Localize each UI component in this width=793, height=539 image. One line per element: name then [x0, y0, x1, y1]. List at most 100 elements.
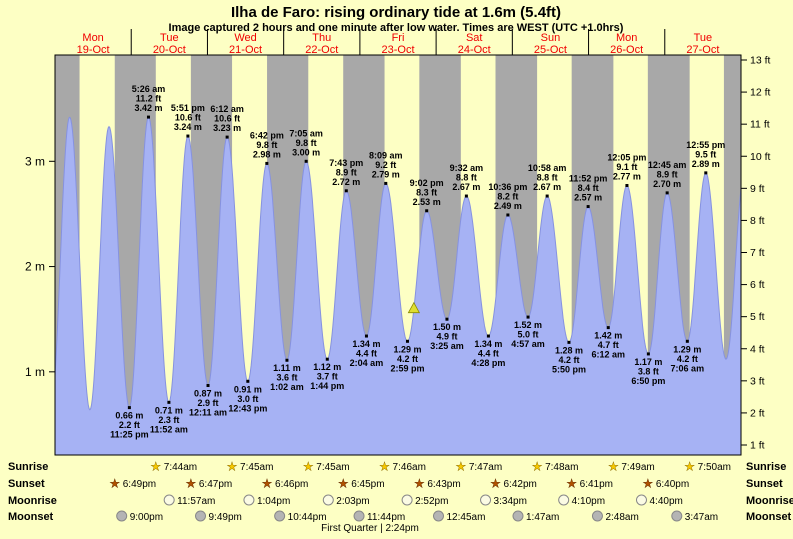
tide-high-label: 11:52 pm — [569, 174, 608, 184]
tide-low-label: 0.91 m — [234, 384, 262, 394]
date-label-date: 19-Oct — [77, 44, 110, 56]
row-label-left-moonset: Moonset — [8, 511, 54, 523]
sunrise-time: 7:49am — [621, 462, 654, 473]
tide-low-label: 6:12 am — [591, 350, 625, 360]
moonset-time: 9:49pm — [209, 512, 242, 523]
tide-low-label: 3.8 ft — [638, 366, 659, 376]
tide-high-label: 3.23 m — [213, 123, 241, 133]
date-label-day: Mon — [616, 32, 637, 44]
right-axis-label: 3 ft — [750, 375, 765, 387]
sunrise-star-icon: ★ — [150, 460, 161, 474]
tide-high-label: 8.2 ft — [497, 191, 518, 201]
tide-high-label: 2.70 m — [653, 179, 681, 189]
high-tide-dot — [625, 184, 629, 188]
tide-low-label: 1:02 am — [270, 382, 304, 392]
tide-high-label: 9.8 ft — [256, 140, 277, 150]
low-tide-dot — [646, 352, 650, 356]
sunrise-time: 7:47am — [469, 462, 502, 473]
tide-high-label: 3.42 m — [134, 103, 162, 113]
tide-low-label: 5:50 pm — [552, 364, 586, 374]
sunrise-time: 7:48am — [545, 462, 578, 473]
tide-low-label: 1.50 m — [433, 322, 461, 332]
tide-high-label: 9.8 ft — [296, 138, 317, 148]
tide-high-label: 2.89 m — [692, 159, 720, 169]
tide-high-label: 8.8 ft — [456, 173, 477, 183]
low-tide-dot — [206, 384, 210, 388]
moonset-circle-icon — [195, 510, 207, 522]
tide-high-label: 2.77 m — [613, 172, 641, 182]
tide-low-label: 2:59 pm — [390, 363, 424, 373]
chart-subtitle: Image captured 2 hours and one minute af… — [169, 22, 624, 34]
tide-low-label: 3.7 ft — [317, 372, 338, 382]
tide-high-label: 2.79 m — [372, 169, 400, 179]
tide-high-label: 8.3 ft — [416, 187, 437, 197]
tide-high-label: 2.57 m — [574, 193, 602, 203]
date-label-day: Sat — [466, 32, 483, 44]
tide-high-label: 10:36 pm — [488, 182, 527, 192]
moonrise-circle-icon — [243, 494, 255, 506]
high-tide-dot — [265, 161, 269, 165]
tide-high-label: 5:26 am — [132, 84, 166, 94]
sunrise-time: 7:45am — [240, 462, 273, 473]
tide-high-label: 11.2 ft — [136, 94, 162, 104]
tide-low-label: 1.34 m — [352, 339, 380, 349]
tide-high-label: 2.53 m — [413, 197, 441, 207]
moonset-time: 12:45am — [446, 512, 485, 523]
tide-high-label: 8.8 ft — [537, 173, 558, 183]
high-tide-dot — [586, 205, 590, 209]
left-axis-label: 3 m — [25, 154, 45, 168]
astro-rows: Sunrise Sunrise★ 7:44am ★ 7:45am ★ 7:45am ★ 7:46… — [8, 459, 793, 534]
tide-low-label: 4:57 am — [511, 339, 545, 349]
sunrise-star-icon: ★ — [227, 460, 238, 474]
date-label-day: Thu — [312, 32, 331, 44]
low-tide-dot — [685, 339, 689, 343]
right-axis-label: 8 ft — [750, 215, 765, 227]
sunset-time: 6:40pm — [656, 479, 689, 490]
right-axis-label: 10 ft — [750, 151, 771, 163]
high-tide-dot — [665, 191, 669, 195]
sunset-time: 6:45pm — [351, 479, 384, 490]
date-label-day: Mon — [82, 32, 103, 44]
tide-low-label: 5.0 ft — [518, 330, 539, 340]
tide-low-label: 1.12 m — [313, 362, 341, 372]
tide-low-label: 4.4 ft — [356, 349, 377, 359]
sunset-star-icon: ★ — [414, 477, 425, 491]
date-label-day: Tue — [160, 32, 179, 44]
right-axis-label: 13 ft — [750, 55, 771, 67]
date-label-day: Fri — [392, 32, 405, 44]
sunrise-star-icon: ★ — [379, 460, 390, 474]
left-axis-label: 1 m — [25, 365, 45, 379]
date-label-date: 27-Oct — [686, 44, 719, 56]
tide-high-label: 8.4 ft — [578, 183, 599, 193]
high-tide-dot — [344, 189, 348, 193]
row-label-right-sunset: Sunset — [746, 478, 783, 490]
moonrise-time: 4:40pm — [649, 496, 682, 507]
moonset-time: 1:47am — [526, 512, 559, 523]
row-label-right-moonrise: Moonrise — [746, 495, 793, 507]
right-axis-label: 11 ft — [750, 119, 770, 131]
sunrise-time: 7:45am — [316, 462, 349, 473]
date-label-day: Sun — [541, 32, 561, 44]
sunrise-time: 7:46am — [393, 462, 426, 473]
date-label-date: 23-Oct — [381, 44, 414, 56]
tide-high-label: 8:09 am — [369, 150, 403, 160]
moonset-circle-icon — [591, 510, 603, 522]
tide-high-label: 3.00 m — [292, 147, 320, 157]
tide-high-label: 9.2 ft — [375, 160, 396, 170]
tide-low-label: 1.29 m — [393, 344, 421, 354]
date-row: Mon19-OctTue20-OctWed21-OctThu22-OctFri2… — [77, 29, 719, 56]
high-tide-dot — [464, 194, 468, 198]
tide-low-label: 11:25 pm — [110, 430, 149, 440]
low-tide-dot — [167, 400, 171, 404]
date-label-date: 24-Oct — [458, 44, 491, 56]
tide-high-label: 10.6 ft — [214, 114, 240, 124]
sunset-time: 6:41pm — [580, 479, 613, 490]
tide-low-label: 2.3 ft — [158, 415, 179, 425]
row-label-left-sunrise: Sunrise — [8, 461, 48, 473]
tide-high-label: 8.9 ft — [657, 169, 678, 179]
tide-low-label: 2.9 ft — [198, 398, 219, 408]
tide-low-label: 1.28 m — [555, 345, 583, 355]
